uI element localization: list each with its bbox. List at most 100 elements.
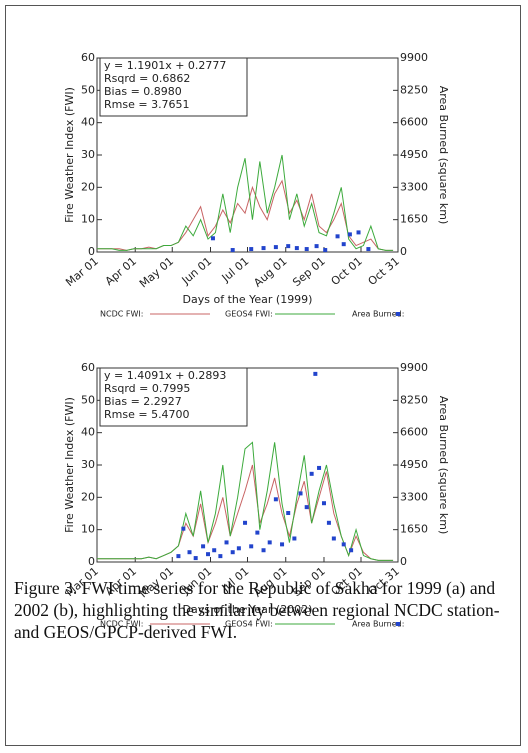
y-tick-label: 20 xyxy=(81,180,95,193)
stats-text: Bias = 0.8980 xyxy=(104,85,182,98)
stats-box xyxy=(99,57,248,117)
x-tick-label: Jul 01 xyxy=(219,255,252,285)
area-burned-point xyxy=(218,554,223,559)
y-tick-label: 20 xyxy=(81,490,95,503)
area-burned-point xyxy=(280,542,285,547)
x-axis-title: Days of the Year (1999) xyxy=(183,293,313,306)
stats-text: Rsqrd = 0.6862 xyxy=(104,72,190,85)
area-burned-point xyxy=(255,530,260,535)
y-axis-title: Fire Weather Index (FWI) xyxy=(63,87,76,223)
area-burned-point xyxy=(294,246,299,251)
x-axis-title: Days of the Year (2002) xyxy=(183,603,313,616)
area-burned-point xyxy=(366,247,371,252)
area-burned-point xyxy=(193,556,198,561)
y2-tick-label: 3300 xyxy=(400,180,428,193)
y-tick-label: 50 xyxy=(81,83,95,96)
y2-tick-label: 3300 xyxy=(400,490,428,503)
area-burned-point xyxy=(230,550,235,555)
y-tick-label: 30 xyxy=(81,148,95,161)
y-tick-label: 10 xyxy=(81,213,95,226)
fwi-line xyxy=(97,179,394,251)
y2-tick-label: 0 xyxy=(400,245,407,258)
x-tick-label: Sep 01 xyxy=(290,255,328,290)
area-burned-point xyxy=(341,542,346,547)
area-burned-point xyxy=(313,371,318,376)
y2-tick-label: 8250 xyxy=(400,83,428,96)
y2-tick-label: 0 xyxy=(400,555,407,568)
x-tick-label: Oct 01 xyxy=(329,255,365,288)
legend-label: NCDC FWI: xyxy=(100,310,143,319)
area-burned-point xyxy=(210,236,215,241)
x-tick-label: Jun 01 xyxy=(179,255,215,288)
y-tick-label: 40 xyxy=(81,426,95,439)
area-burned-point xyxy=(304,247,309,252)
area-burned-point xyxy=(176,554,181,559)
y-tick-label: 10 xyxy=(81,523,95,536)
y-tick-label: 60 xyxy=(81,51,95,64)
area-burned-point xyxy=(206,552,211,557)
y2-tick-label: 8250 xyxy=(400,393,428,406)
y2-tick-label: 9900 xyxy=(400,361,428,374)
y2-tick-label: 1650 xyxy=(400,213,428,226)
y-tick-label: 50 xyxy=(81,393,95,406)
area-burned-point xyxy=(273,497,278,502)
area-burned-point xyxy=(304,505,309,510)
fwi-line xyxy=(97,464,394,561)
fwi-line xyxy=(97,441,394,561)
legend-label: Area Burned: xyxy=(352,310,404,319)
y2-axis-title: Area Burned (square km) xyxy=(437,86,450,225)
area-burned-point xyxy=(309,471,314,476)
area-burned-point xyxy=(249,247,254,252)
area-burned-point xyxy=(347,232,352,237)
area-burned-point xyxy=(314,244,319,249)
x-tick-label: Oct 31 xyxy=(366,255,402,288)
caption: Figure 3. FWI time series for the Republ… xyxy=(14,578,500,642)
area-burned-point xyxy=(249,544,254,549)
legend-label: GEOS4 FWI: xyxy=(225,620,273,629)
y-axis-title: Fire Weather Index (FWI) xyxy=(63,397,76,533)
legend-swatch xyxy=(396,622,400,626)
stats-text: Rmse = 3.7651 xyxy=(104,98,190,111)
y-tick-label: 40 xyxy=(81,116,95,129)
area-burned-point xyxy=(273,245,278,250)
stats-box xyxy=(99,367,248,427)
area-burned-point xyxy=(331,536,336,541)
y2-tick-label: 1650 xyxy=(400,523,428,536)
y-tick-label: 60 xyxy=(81,361,95,374)
fwi-line xyxy=(97,154,394,251)
area-burned-point xyxy=(212,548,217,553)
x-tick-label: Apr 01 xyxy=(103,255,139,288)
area-burned-point xyxy=(224,540,229,545)
x-tick-label: May 01 xyxy=(137,255,176,291)
area-burned-point xyxy=(230,248,235,253)
area-burned-point xyxy=(341,242,346,247)
legend-label: GEOS4 FWI: xyxy=(225,310,273,319)
area-burned-point xyxy=(292,536,297,541)
stats-text: y = 1.1901x + 0.2777 xyxy=(104,59,226,72)
stats-text: Rmse = 5.4700 xyxy=(104,408,190,421)
area-burned-point xyxy=(349,548,354,553)
y2-tick-label: 6600 xyxy=(400,426,428,439)
y2-tick-label: 4950 xyxy=(400,458,428,471)
y2-axis-title: Area Burned (square km) xyxy=(437,396,450,535)
area-burned-point xyxy=(243,520,248,525)
area-burned-point xyxy=(356,230,361,235)
area-burned-point xyxy=(187,550,192,555)
x-tick-label: Mar 01 xyxy=(63,255,101,290)
area-burned-point xyxy=(201,544,206,549)
area-burned-point xyxy=(181,526,186,531)
area-burned-point xyxy=(286,511,291,516)
area-burned-point xyxy=(261,246,266,251)
area-burned-point xyxy=(236,546,241,551)
area-burned-point xyxy=(323,248,328,253)
legend-swatch xyxy=(396,312,400,316)
y2-tick-label: 6600 xyxy=(400,116,428,129)
figure-frame xyxy=(5,5,521,746)
y-tick-label: 0 xyxy=(88,245,95,258)
area-burned-point xyxy=(267,540,272,545)
y2-tick-label: 4950 xyxy=(400,148,428,161)
y-tick-label: 0 xyxy=(88,555,95,568)
area-burned-point xyxy=(298,491,303,496)
